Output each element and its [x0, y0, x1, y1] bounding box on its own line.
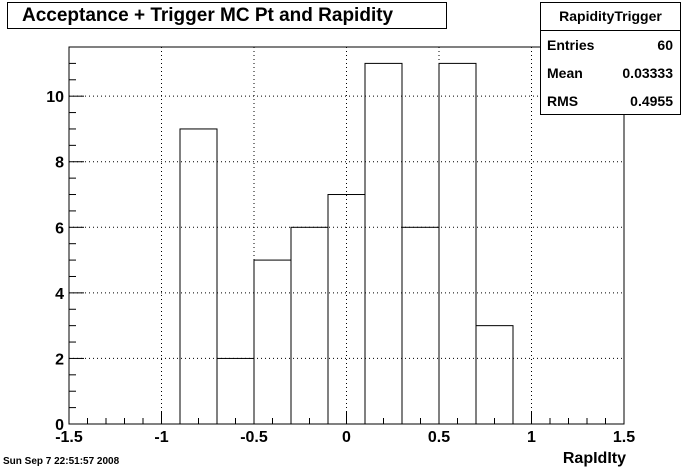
stats-mean-label: Mean [547, 65, 583, 81]
x-tick-label: 0.5 [428, 429, 450, 446]
y-tick-label: 4 [55, 286, 64, 303]
x-tick-label: -1 [154, 429, 168, 446]
x-tick-label: -0.5 [240, 429, 268, 446]
stats-entries-label: Entries [547, 37, 595, 53]
y-tick-label: 0 [55, 417, 64, 434]
date-stamp: Sun Sep 7 22:51:57 2008 [3, 456, 120, 467]
histogram-bar [438, 62, 477, 425]
stats-entries-value: 60 [657, 37, 673, 53]
x-tick-label: -1.5 [55, 429, 83, 446]
stats-mean-row: Mean 0.03333 [541, 59, 680, 87]
stats-rms-label: RMS [547, 93, 579, 109]
x-axis-label: RapIdIty [562, 450, 626, 467]
y-tick-label: 10 [46, 89, 64, 106]
y-axis-ticks: 0 2 4 6 8 10 [46, 46, 84, 434]
histogram-bar [216, 357, 255, 425]
stats-entries-row: Entries 60 [541, 31, 680, 59]
histogram-bar [327, 194, 366, 425]
histogram-bar [364, 62, 403, 425]
y-tick-label: 6 [55, 220, 64, 237]
y-tick-label: 2 [55, 351, 64, 368]
x-tick-label: 1 [527, 429, 536, 446]
histogram-bar [475, 325, 514, 425]
stats-histogram-name: RapidityTrigger [541, 3, 680, 31]
histogram-bar [179, 128, 218, 425]
x-axis-ticks: -1.5 -1 -0.5 0 0.5 1 1.5 [55, 412, 635, 446]
stats-rms-value: 0.4955 [630, 93, 673, 109]
x-tick-label: 0 [342, 429, 351, 446]
y-tick-label: 8 [55, 155, 64, 172]
x-tick-label: 1.5 [613, 429, 635, 446]
histogram-bar [401, 226, 440, 425]
histogram-bar [290, 226, 329, 425]
chart-title: Acceptance + Trigger MC Pt and Rapidity [7, 2, 447, 29]
histogram-bar [253, 259, 292, 425]
stats-box: RapidityTrigger Entries 60 Mean 0.03333 … [540, 2, 681, 115]
stats-mean-value: 0.03333 [622, 65, 673, 81]
stats-rms-row: RMS 0.4955 [541, 87, 680, 115]
